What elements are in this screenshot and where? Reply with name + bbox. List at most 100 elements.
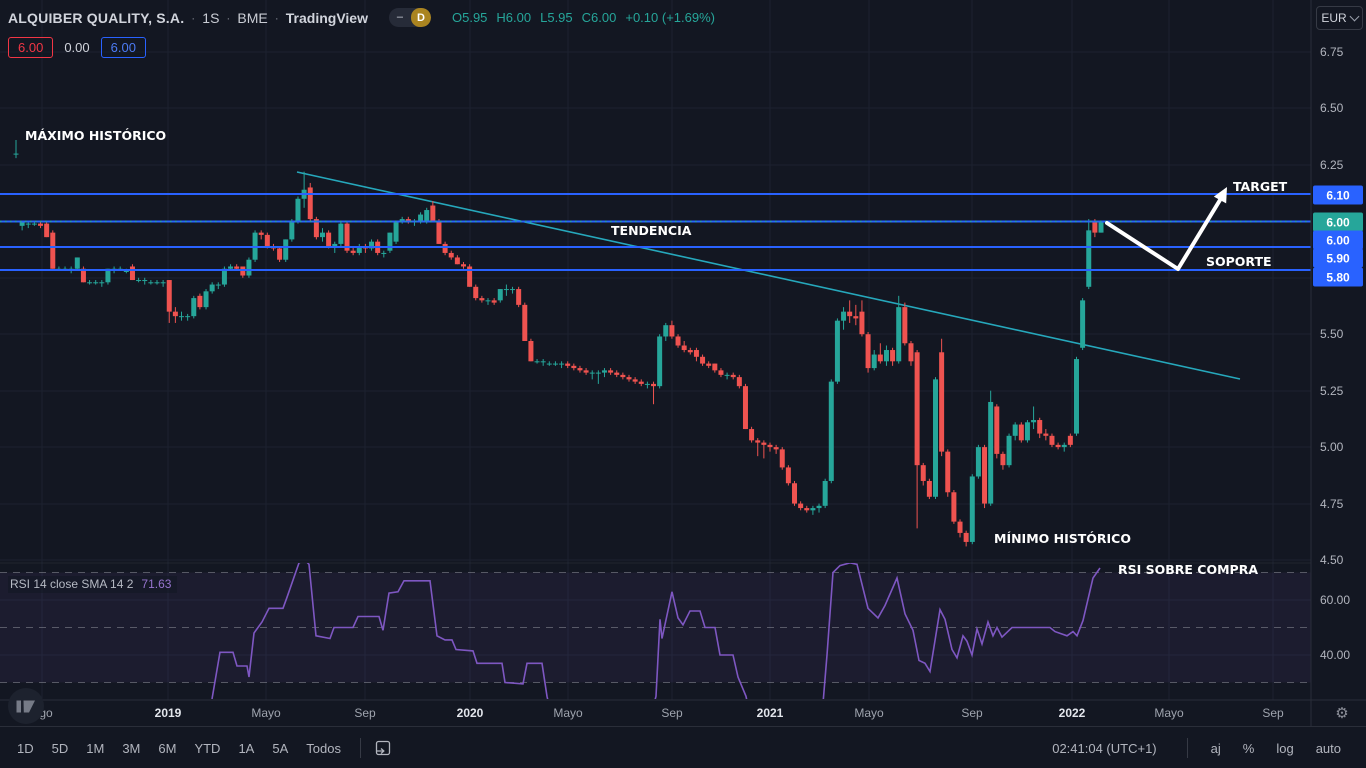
svg-text:SOPORTE: SOPORTE: [1206, 254, 1272, 269]
svg-text:2022: 2022: [1059, 706, 1086, 720]
log-scale-button[interactable]: log: [1276, 740, 1294, 756]
projection-arrow[interactable]: [1105, 198, 1222, 271]
svg-text:TENDENCIA: TENDENCIA: [611, 223, 692, 238]
go-to-date-button[interactable]: [373, 738, 393, 758]
interval-toggle[interactable]: – D: [388, 8, 431, 27]
svg-text:40.00: 40.00: [1320, 648, 1350, 662]
toolbar-divider: [359, 738, 361, 758]
svg-text:5.25: 5.25: [1320, 384, 1344, 398]
separator-dot: ·: [274, 10, 279, 25]
text-annotations[interactable]: MÁXIMO HISTÓRICO TARGET TENDENCIA SOPORTE MÍ…: [25, 128, 1288, 577]
toolbar-divider: [1186, 738, 1188, 758]
low-value: L5.95: [540, 10, 573, 25]
rsi-study-value: 71.63: [141, 577, 172, 591]
svg-text:6.10: 6.10: [1326, 189, 1350, 203]
range-1d[interactable]: 1D: [17, 740, 34, 756]
chevron-down-icon: [1349, 11, 1360, 21]
symbol-header: ALQUIBER QUALITY, S.A. · 1S · BME · Trad…: [8, 8, 715, 27]
adjust-data-button[interactable]: aj: [1210, 740, 1221, 756]
candles-layer: [13, 140, 1104, 547]
svg-text:2020: 2020: [457, 706, 484, 720]
svg-text:6.75: 6.75: [1320, 45, 1344, 59]
rsi-band: [0, 562, 1311, 683]
svg-text:5.90: 5.90: [1326, 252, 1350, 266]
high-value: H6.00: [496, 10, 532, 25]
svg-text:RSI SOBRE COMPRA: RSI SOBRE COMPRA: [1118, 562, 1258, 577]
svg-text:MÍNIMO HISTÓRICO: MÍNIMO HISTÓRICO: [994, 531, 1131, 546]
svg-text:6.00: 6.00: [1326, 234, 1350, 248]
tradingview-watermark-logo: [8, 688, 44, 724]
svg-text:5.50: 5.50: [1320, 327, 1344, 341]
range-3m[interactable]: 3M: [122, 740, 141, 756]
svg-text:Mayo: Mayo: [1154, 706, 1184, 720]
rsi-study-name: RSI 14 close SMA 14 2: [10, 577, 134, 591]
arrowhead-icon: [1213, 187, 1227, 204]
currency-selector[interactable]: EUR: [1316, 6, 1363, 30]
rsi-study-label[interactable]: RSI 14 close SMA 14 2 71.63: [8, 576, 178, 593]
range-1m[interactable]: 1M: [86, 740, 105, 756]
currency-label: EUR: [1321, 11, 1347, 25]
svg-text:Sep: Sep: [961, 706, 983, 720]
time-axis[interactable]: Ago2019MayoSep2020MayoSep2021MayoSep2022…: [0, 699, 1366, 722]
svg-text:4.50: 4.50: [1320, 553, 1344, 567]
svg-text:Sep: Sep: [1262, 706, 1284, 720]
alert-level-badges: 6.00 0.00 6.00: [8, 37, 146, 58]
red-level-badge[interactable]: 6.00: [8, 37, 54, 58]
svg-text:Mayo: Mayo: [553, 706, 583, 720]
price-axis[interactable]: 6.75 6.50 6.25 5.50 5.25 5.00 4.75 4.50 60.00 40.…: [1310, 0, 1363, 726]
daily-interval-badge: D: [410, 8, 431, 27]
auto-scale-button[interactable]: auto: [1315, 740, 1341, 756]
price-level-badge: [1313, 267, 1363, 287]
exchange-label: BME: [237, 9, 268, 26]
separator-dot: ·: [191, 10, 196, 25]
percent-scale-button[interactable]: %: [1242, 740, 1255, 756]
svg-text:60.00: 60.00: [1320, 593, 1350, 607]
svg-text:6.50: 6.50: [1320, 101, 1344, 115]
interval-label[interactable]: 1S: [202, 9, 220, 26]
tradingview-logo-text[interactable]: TradingView: [285, 9, 368, 26]
go-to-date-icon: [375, 740, 391, 756]
session-clock[interactable]: 02:41:04 (UTC+1): [1052, 740, 1157, 756]
grid-layer: [0, 0, 1311, 700]
zero-level-label: 0.00: [64, 40, 90, 55]
change-value: +0.10 (+1.69%): [625, 10, 715, 25]
date-range-buttons: 1D 5D 1M 3M 6M YTD 1A 5A Todos: [0, 737, 348, 760]
symbol-title[interactable]: ALQUIBER QUALITY, S.A.: [8, 9, 185, 26]
price-level-badge: [1313, 248, 1363, 268]
svg-text:6.25: 6.25: [1320, 158, 1344, 172]
scale-controls: 02:41:04 (UTC+1) aj % log auto: [1052, 737, 1366, 760]
svg-text:Sep: Sep: [354, 706, 376, 720]
trendline-drawing[interactable]: [296, 171, 1241, 380]
svg-text:TARGET: TARGET: [1233, 179, 1288, 194]
price-chart[interactable]: MÁXIMO HISTÓRICO TARGET TENDENCIA SOPORTE MÍ…: [0, 0, 1366, 726]
range-5a[interactable]: 5A: [272, 740, 289, 756]
svg-text:Mayo: Mayo: [251, 706, 281, 720]
svg-text:Sep: Sep: [661, 706, 683, 720]
svg-text:MÁXIMO HISTÓRICO: MÁXIMO HISTÓRICO: [25, 128, 166, 143]
separator-dot: ·: [226, 10, 231, 25]
rsi-line: [211, 563, 1101, 699]
blue-level-badge[interactable]: 6.00: [100, 37, 146, 58]
svg-text:2019: 2019: [155, 706, 182, 720]
price-level-badge: [1313, 230, 1363, 250]
price-level-badge: [1313, 212, 1363, 232]
support-resistance-lines[interactable]: [0, 193, 1311, 271]
svg-text:4.75: 4.75: [1320, 497, 1344, 511]
bottom-toolbar: 1D 5D 1M 3M 6M YTD 1A 5A Todos 02:41:04 …: [0, 726, 1366, 768]
close-value: C6.00: [581, 10, 617, 25]
range-ytd[interactable]: YTD: [194, 740, 221, 756]
range-5d[interactable]: 5D: [51, 740, 69, 756]
price-level-badge: [1313, 185, 1363, 205]
range-todos[interactable]: Todos: [306, 740, 341, 756]
svg-text:5.80: 5.80: [1326, 271, 1350, 285]
timezone-settings-gear-icon[interactable]: ⚙: [1335, 705, 1348, 722]
range-1a[interactable]: 1A: [238, 740, 255, 756]
range-6m[interactable]: 6M: [158, 740, 177, 756]
svg-text:5.00: 5.00: [1320, 440, 1344, 454]
svg-text:2021: 2021: [757, 706, 784, 720]
toggle-dash-icon: –: [396, 11, 404, 23]
open-value: O5.95: [451, 10, 488, 25]
svg-text:Mayo: Mayo: [854, 706, 884, 720]
ohlc-readout: O5.95 H6.00 L5.95 C6.00 +0.10 (+1.69%): [452, 10, 715, 25]
